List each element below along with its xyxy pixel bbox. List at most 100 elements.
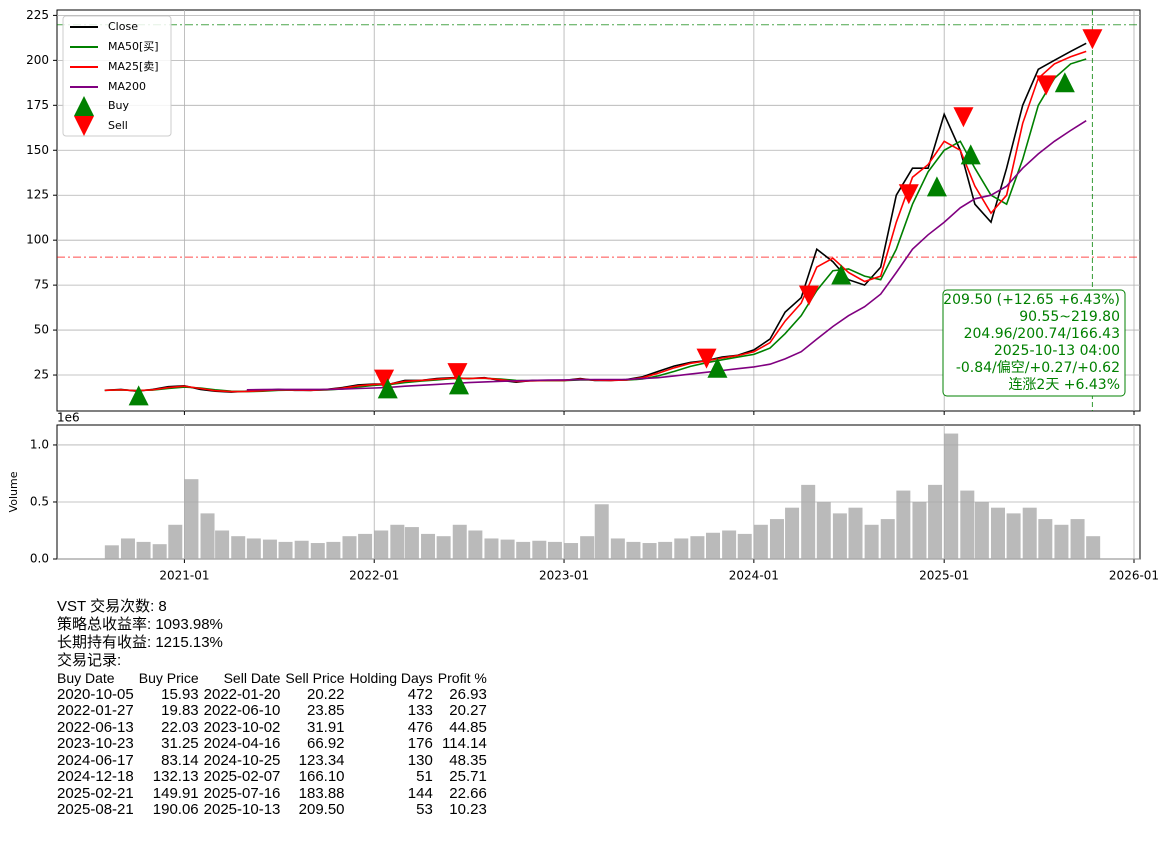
sell-marker [696,348,717,369]
table-cell: 2023-10-23 [57,735,134,752]
table-cell: 2025-02-07 [203,768,281,785]
legend-label: Sell [108,119,128,132]
table-row: 2024-06-17 83.14 2024-10-25 123.34 130 48.35 [57,751,487,770]
series-line [104,42,1087,393]
volume-bar [1086,536,1101,559]
table-cell: 53 [416,801,433,818]
x-tick-label: 2023-01 [539,569,589,583]
offset-text: 1e6 [57,411,80,425]
y-tick-label: 225 [26,8,49,22]
table-cell: 2025-10-13 [203,801,281,818]
table-cell: 149.91 [152,784,199,802]
volume-bar [610,538,625,559]
table-cell: 2020-10-05 [57,685,134,703]
volume-bar [532,540,547,559]
output-line: 长期持有收益: 1215.13% [57,634,223,651]
volume-bar [864,524,879,559]
series-line [104,50,1087,393]
table-cell: 2022-01-20 [203,685,281,703]
sell-marker [1082,29,1103,50]
volume-bar [215,530,230,559]
table-cell: 209.50 [298,801,345,818]
legend-swatch [74,116,94,136]
header-cell: Sell Date [223,670,281,686]
table-cell: 123.34 [298,751,345,769]
volume-bar [547,541,562,559]
table-cell: 190.06 [152,801,199,818]
table-cell: 66.92 [306,735,345,752]
x-tick-label: 2026-01 [1109,569,1159,583]
header-cell: Sell Price [285,670,345,686]
volume-bar [326,541,341,559]
table-cell: 114.14 [442,735,487,752]
table-cell: 144 [407,784,433,802]
sell-marker [1036,75,1057,96]
annotation-text: 209.50 (+12.65 +6.43%) [943,292,1120,308]
y-tick-label: 125 [26,188,49,202]
table-row: 2020-10-05 15.93 2022-01-20 20.22 472 26.93 [57,685,487,704]
volume-bar [706,532,721,559]
table-row: 2023-10-23 31.25 2024-04-16 66.92 176 114.14 [57,735,487,753]
table-cell: 183.88 [298,784,345,802]
volume-bar [1006,513,1021,559]
y-tick-label: 200 [26,53,49,67]
buy-marker [707,357,728,378]
volume-bar [231,536,246,559]
table-cell: 2024-06-17 [57,751,134,769]
table-cell: 2023-10-02 [203,718,281,736]
table-cell: 83.14 [161,751,199,769]
volume-bar [184,479,199,559]
table-row: 2022-01-27 19.83 2022-06-10 23.85 133 20.27 [57,702,487,720]
table-header: Buy Date Buy Price Sell Date Sell Price Hold… [57,670,487,687]
volume-bar [737,533,752,559]
table-cell: 2025-02-21 [57,784,134,802]
legend-label: Close [108,20,138,33]
table-cell: 2022-06-13 [57,718,134,736]
sell-marker [447,363,468,384]
volume-bar [1070,519,1085,559]
table-cell: 2022-01-27 [57,702,134,719]
volume-bar [880,519,895,559]
annotation-text: 204.96/200.74/166.43 [964,326,1120,342]
volume-bar [452,524,467,559]
volume-bar [310,543,325,559]
volume-bar [152,544,167,559]
volume-bar [1038,519,1053,559]
legend-label: MA25[卖] [108,60,159,73]
charts: 25 50 75 100 125 150 175 200 225 Close MA50[买] MA25… [7,8,1159,583]
annotation-text: 2025-10-13 04:00 [994,343,1120,359]
table-cell: 176 [407,735,433,752]
price-frame [56,9,1141,412]
sell-marker [374,369,395,390]
volume-bar [200,513,215,559]
buy-marker [831,264,852,285]
table-cell: 2025-07-16 [203,784,281,802]
table-cell: 19.83 [161,702,199,719]
volume-bar [374,530,389,559]
volume-bar [500,539,515,559]
volume-bar [658,541,673,559]
volume-bar [690,536,705,559]
volume-bar [358,533,373,559]
table-cell: 44.85 [449,718,487,736]
trade-table: Buy Date Buy Price Sell Date Sell Price Hold… [57,670,487,819]
y-tick-label: 50 [34,323,49,337]
y-tick-label: 25 [34,368,49,382]
annotation-text: -0.84/偏空/+0.27/+0.62 [956,360,1120,376]
legend-swatch [74,96,94,116]
table-cell: 22.03 [161,718,199,736]
y-axis-label: Volume [7,471,20,512]
table-row: 2025-08-21 190.06 2025-10-13 209.50 53 10.23 [57,801,487,819]
y-tick-label: 1.0 [30,437,49,451]
volume-bar [294,540,309,559]
volume-bar [120,538,135,559]
table-cell: 31.91 [306,718,345,736]
volume-bar [769,519,784,559]
volume-bar [944,433,959,559]
legend-label: Buy [108,99,130,112]
header-cell: Holding Days [349,670,433,686]
volume-bar [816,501,831,559]
volume-bar [342,536,357,559]
table-cell: 130 [407,751,433,769]
volume-bar [832,513,847,559]
